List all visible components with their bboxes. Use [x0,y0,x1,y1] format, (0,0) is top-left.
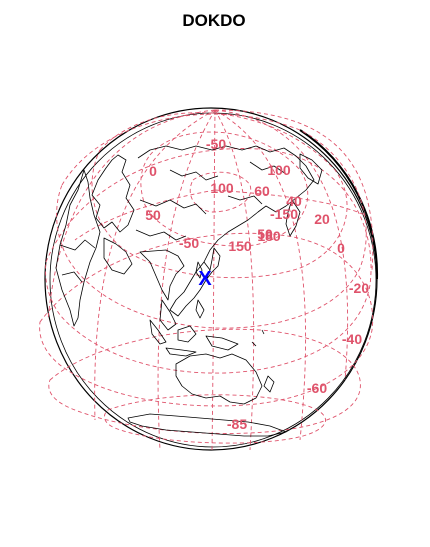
map-title: DOKDO [182,11,245,30]
location-marker-x: X [198,268,212,290]
europe-coastline [92,155,134,232]
australia-coastline [176,354,262,404]
graticule-label: 100 [267,162,291,178]
graticule-label: -20 [349,280,369,296]
graticule-label: -60 [307,380,327,396]
graticule-label: -150 [270,206,298,222]
graticule-label: -50 [179,235,199,251]
graticule-label: 60 [254,183,270,199]
graticule-label: -40 [342,331,362,347]
graticule-label: 50 [145,207,161,223]
borneo-coastline [178,326,196,342]
graticule-labels: -5001005060-5040-15050201001501800-20-40… [145,136,369,432]
graticule-label: 150 [228,238,252,254]
graticule-label: -85 [227,416,247,432]
antarctica-coastline [128,414,286,436]
graticule-label: 180 [257,228,281,244]
graticule-label: 100 [210,180,234,196]
arabia-coastline [104,238,132,274]
graticule-label: 0 [337,240,345,256]
graticule-label: 20 [314,211,330,227]
philippines-coastline [196,300,204,318]
new-guinea-coastline [206,336,238,350]
alaska-coastline [300,154,322,184]
graticule-label: -50 [206,136,226,152]
java-coastline [166,348,196,356]
graticule-label: 0 [149,163,157,179]
sumatra-coastline [150,320,166,344]
new-zealand-coastline [264,376,274,392]
